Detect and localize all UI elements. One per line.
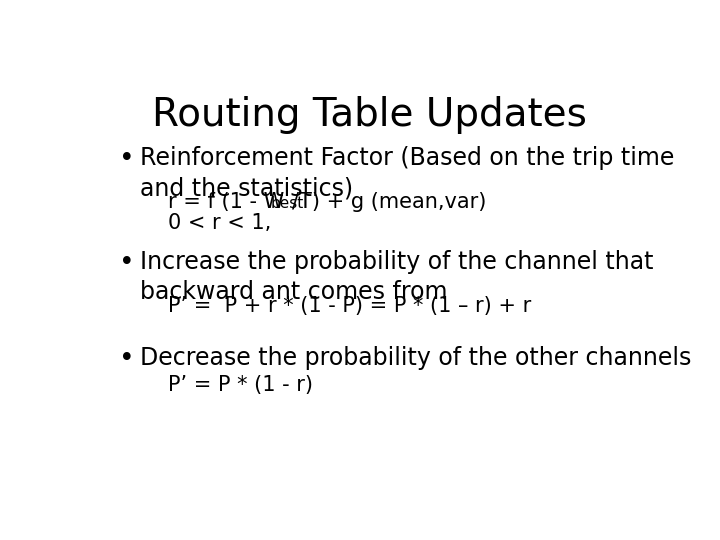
Text: Increase the probability of the channel that
backward ant comes from: Increase the probability of the channel … [140, 249, 654, 304]
Text: •: • [120, 346, 135, 372]
Text: 0 < r < 1,: 0 < r < 1, [168, 213, 271, 233]
Text: /T) + g (mean,var): /T) + g (mean,var) [292, 192, 487, 212]
Text: P’ =  P + r * (1 - P) = P * (1 – r) + r: P’ = P + r * (1 - P) = P * (1 – r) + r [168, 296, 531, 316]
Text: Reinforcement Factor (Based on the trip time
and the statistics): Reinforcement Factor (Based on the trip … [140, 146, 675, 200]
Text: •: • [120, 249, 135, 275]
Text: best: best [271, 195, 304, 211]
Text: r = f (1 - W: r = f (1 - W [168, 192, 284, 212]
Text: Routing Table Updates: Routing Table Updates [152, 96, 586, 133]
Text: P’ = P * (1 - r): P’ = P * (1 - r) [168, 375, 312, 395]
Text: •: • [120, 146, 135, 172]
Text: Decrease the probability of the other channels: Decrease the probability of the other ch… [140, 346, 692, 370]
